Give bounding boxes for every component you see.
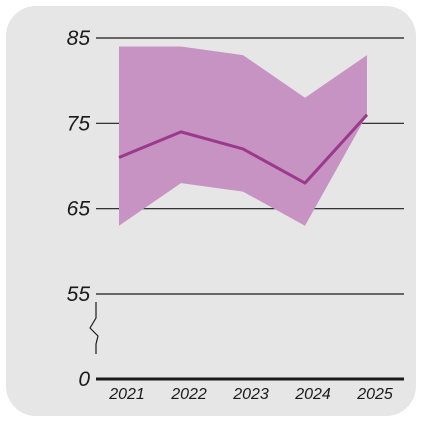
y-tick-85: 85: [67, 27, 91, 50]
x-tick-2021: 2021: [108, 386, 145, 403]
x-tick-2023: 2023: [232, 386, 269, 403]
y-tick-65: 65: [67, 198, 91, 221]
x-tick-labels: 2021 2022 2023 2024 2025: [108, 386, 393, 403]
x-tick-2024: 2024: [294, 386, 331, 403]
line-band-chart: 85 75 65 55 0 2021 2022 2023 2024 2025: [67, 27, 404, 403]
axis-break-icon: [89, 302, 99, 354]
range-band-layer: [119, 46, 367, 226]
series-line-layer: [118, 113, 369, 185]
y-tick-labels: 85 75 65 55 0: [67, 27, 91, 391]
chart-card: 85 75 65 55 0 2021 2022 2023 2024 2025: [6, 6, 416, 416]
range-band: [119, 46, 367, 226]
x-tick-2025: 2025: [356, 386, 393, 403]
x-tick-2022: 2022: [170, 386, 207, 403]
y-tick-75: 75: [67, 112, 91, 135]
y-tick-55: 55: [67, 283, 91, 306]
axis-layer: [89, 302, 404, 381]
y-tick-0: 0: [78, 368, 90, 391]
